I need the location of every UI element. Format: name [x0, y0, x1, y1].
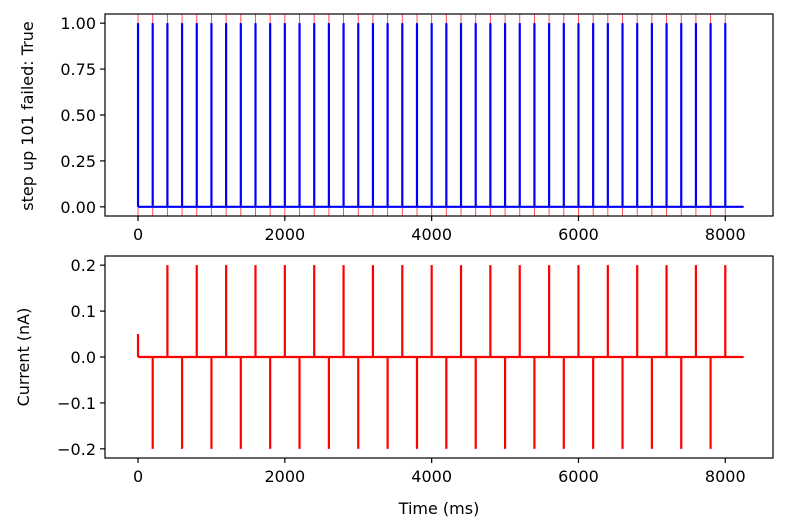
- x-tick-label: 0: [133, 225, 143, 244]
- bottom-plot: 0 2000 4000 6000 8000 −0.2 −0.1 0.0 0.1 0.2 Curr…: [14, 255, 774, 518]
- top-y-axis-label: step up 101 failed: True: [18, 21, 37, 211]
- x-tick-label: 6000: [558, 467, 599, 486]
- top-plot: 0 2000 4000 6000 8000 0.00 0.25 0.50 0.75 1.00 s…: [18, 13, 774, 244]
- current-series: [136, 265, 744, 449]
- x-tick-label: 4000: [411, 225, 452, 244]
- top-y-ticks: 0.00 0.25 0.50 0.75 1.00: [60, 14, 105, 217]
- y-tick-label: −0.1: [57, 394, 96, 413]
- spike-series: [136, 23, 727, 207]
- x-tick-label: 6000: [558, 225, 599, 244]
- bottom-x-ticks: 0 2000 4000 6000 8000: [133, 458, 746, 486]
- x-tick-label: 0: [133, 467, 143, 486]
- y-tick-label: −0.2: [57, 440, 96, 459]
- top-x-ticks: 0 2000 4000 6000 8000: [133, 216, 746, 244]
- bottom-y-ticks: −0.2 −0.1 0.0 0.1 0.2: [57, 256, 105, 459]
- y-tick-label: 0.2: [71, 256, 96, 275]
- y-tick-label: 0.50: [60, 106, 96, 125]
- x-tick-label: 2000: [264, 467, 305, 486]
- x-axis-label: Time (ms): [398, 499, 480, 518]
- top-plot-frame: [104, 13, 774, 217]
- x-tick-label: 8000: [705, 225, 746, 244]
- x-tick-label: 8000: [705, 467, 746, 486]
- y-tick-label: 0.75: [60, 60, 96, 79]
- x-tick-label: 2000: [264, 225, 305, 244]
- bottom-y-axis-label: Current (nA): [14, 308, 33, 407]
- y-tick-label: 0.25: [60, 152, 96, 171]
- y-tick-label: 0.00: [60, 198, 96, 217]
- x-tick-label: 4000: [411, 467, 452, 486]
- y-tick-label: 0.1: [71, 302, 96, 321]
- y-tick-label: 0.0: [71, 348, 96, 367]
- y-tick-label: 1.00: [60, 14, 96, 33]
